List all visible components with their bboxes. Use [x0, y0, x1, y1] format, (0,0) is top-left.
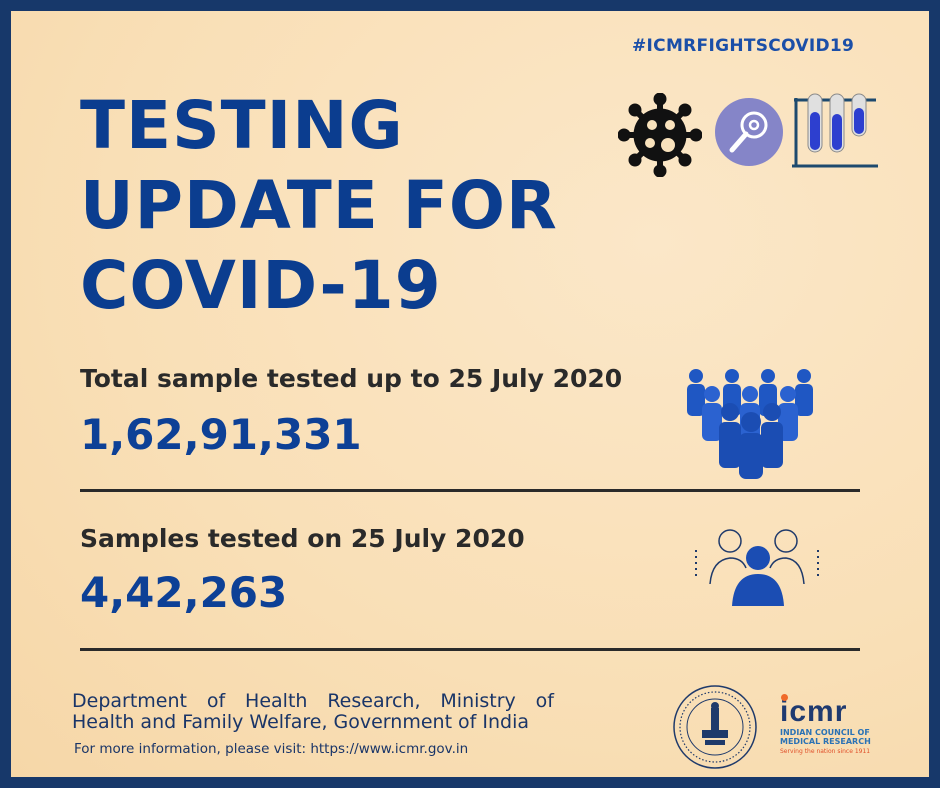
virus-icon — [618, 93, 702, 177]
divider — [80, 489, 860, 492]
icmr-tagline: Serving the nation since 1911 — [780, 748, 871, 755]
title-line-1: TESTING — [80, 87, 404, 164]
total-tested-label: Total sample tested up to 25 July 2020 — [80, 364, 623, 393]
logo-dot — [781, 694, 788, 701]
magnifier-icon — [715, 98, 783, 166]
test-tubes-icon — [792, 93, 878, 168]
divider — [80, 648, 860, 651]
crowd-icon — [687, 369, 813, 479]
title-line-3: COVID-19 — [80, 247, 442, 324]
icmr-seal-logo — [673, 685, 757, 769]
hashtag: #ICMRFIGHTSCOVID19 — [632, 36, 855, 56]
footer-ministry: Health and Family Welfare, Government of… — [72, 711, 530, 733]
icmr-name-2: MEDICAL RESEARCH — [780, 737, 871, 746]
total-tested-value: 1,62,91,331 — [80, 410, 362, 459]
footer-department: Department of Health Research, Ministry … — [72, 690, 554, 712]
icmr-wordmark: icmr — [780, 695, 848, 728]
icmr-name-1: INDIAN COUNCIL OF — [780, 728, 870, 737]
title-line-2: UPDATE FOR — [80, 167, 558, 244]
icmr-logo: icmr INDIAN COUNCIL OF MEDICAL RESEARCH … — [780, 694, 871, 755]
footer-info-link[interactable]: For more information, please visit: http… — [74, 741, 469, 757]
daily-tested-label: Samples tested on 25 July 2020 — [80, 524, 525, 553]
daily-tested-value: 4,42,263 — [80, 568, 288, 617]
group-icon — [695, 529, 819, 606]
